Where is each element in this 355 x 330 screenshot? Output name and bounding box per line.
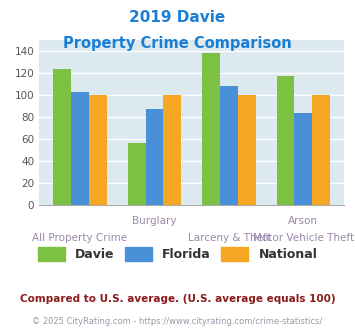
Bar — [128, 143, 146, 205]
Bar — [312, 95, 330, 205]
Text: © 2025 CityRating.com - https://www.cityrating.com/crime-statistics/: © 2025 CityRating.com - https://www.city… — [32, 317, 323, 326]
Bar — [163, 95, 181, 205]
Text: Property Crime Comparison: Property Crime Comparison — [63, 36, 292, 51]
Text: Motor Vehicle Theft: Motor Vehicle Theft — [253, 233, 354, 243]
Text: Arson: Arson — [288, 216, 318, 226]
Text: All Property Crime: All Property Crime — [32, 233, 127, 243]
Text: Compared to U.S. average. (U.S. average equals 100): Compared to U.S. average. (U.S. average … — [20, 294, 335, 304]
Bar — [53, 69, 71, 205]
Bar — [220, 86, 238, 205]
Bar — [202, 53, 220, 205]
Bar — [89, 95, 107, 205]
Bar — [146, 109, 163, 205]
Text: Burglary: Burglary — [132, 216, 177, 226]
Bar — [238, 95, 256, 205]
Legend: Davie, Florida, National: Davie, Florida, National — [33, 242, 322, 266]
Bar — [294, 113, 312, 205]
Bar — [71, 92, 89, 205]
Text: 2019 Davie: 2019 Davie — [129, 10, 226, 25]
Bar — [277, 76, 294, 205]
Text: Larceny & Theft: Larceny & Theft — [187, 233, 270, 243]
